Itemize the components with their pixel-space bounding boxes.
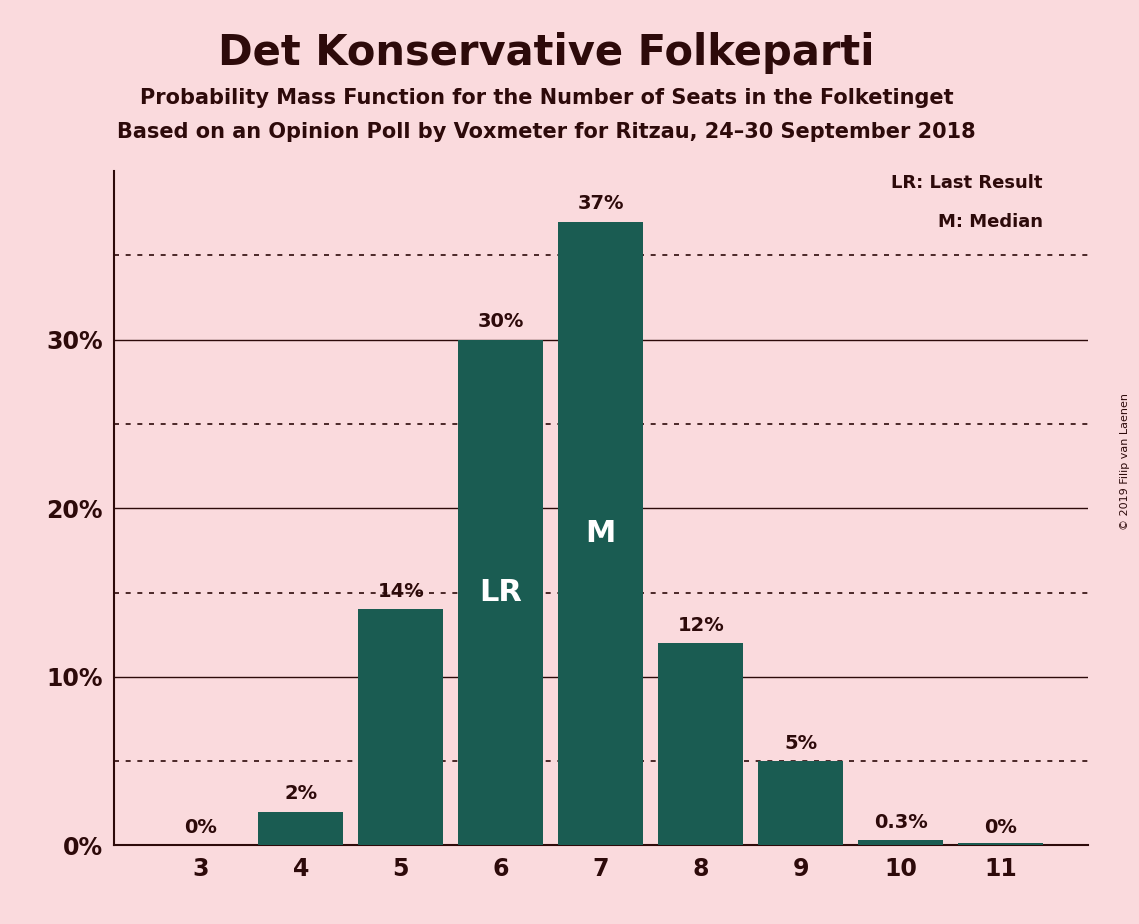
Text: 2%: 2% [284,784,318,803]
Text: Det Konservative Folkeparti: Det Konservative Folkeparti [219,32,875,74]
Text: Based on an Opinion Poll by Voxmeter for Ritzau, 24–30 September 2018: Based on an Opinion Poll by Voxmeter for… [117,122,976,142]
Bar [259,812,343,845]
Text: M: Median: M: Median [939,213,1043,231]
Text: 5%: 5% [785,734,818,753]
Text: 30%: 30% [477,312,524,331]
Text: 0%: 0% [984,818,1017,837]
Bar [759,761,843,845]
Text: Probability Mass Function for the Number of Seats in the Folketinget: Probability Mass Function for the Number… [140,88,953,108]
Text: © 2019 Filip van Laenen: © 2019 Filip van Laenen [1121,394,1130,530]
Text: 12%: 12% [678,615,724,635]
Text: LR: Last Result: LR: Last Result [892,175,1043,192]
Text: 0%: 0% [185,818,218,837]
Bar [958,843,1043,845]
Text: LR: LR [480,578,522,607]
Text: 14%: 14% [377,582,424,601]
Text: M: M [585,519,616,548]
Bar [359,610,443,845]
Bar [658,643,744,845]
Bar [558,222,644,845]
Text: 0.3%: 0.3% [874,813,928,832]
Bar [859,841,943,845]
Text: 37%: 37% [577,194,624,213]
Bar [458,340,543,845]
